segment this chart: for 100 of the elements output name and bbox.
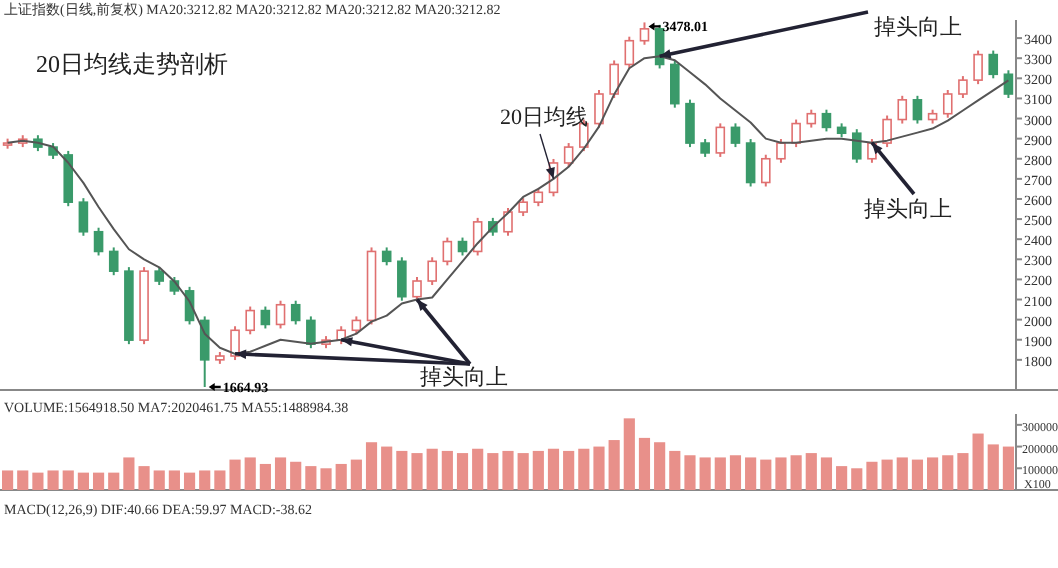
bar bbox=[426, 448, 438, 490]
bar bbox=[714, 457, 726, 490]
bar bbox=[820, 457, 833, 490]
candlestick bbox=[63, 149, 74, 208]
bar bbox=[229, 459, 241, 490]
bar bbox=[942, 455, 954, 490]
candlestick bbox=[1003, 69, 1014, 100]
candlestick bbox=[245, 305, 256, 336]
bar bbox=[745, 457, 757, 490]
candlestick bbox=[230, 325, 240, 362]
bar bbox=[305, 466, 317, 490]
bar bbox=[153, 470, 165, 490]
candlestick bbox=[260, 305, 271, 330]
candlestick bbox=[412, 275, 422, 302]
bar bbox=[487, 453, 499, 490]
candlestick bbox=[988, 49, 999, 80]
bar bbox=[699, 457, 711, 490]
bar bbox=[62, 470, 74, 490]
bar bbox=[214, 470, 226, 490]
bar bbox=[805, 453, 817, 490]
bar bbox=[881, 459, 893, 490]
annotation: 掉头向上 bbox=[420, 364, 508, 390]
bar bbox=[684, 455, 696, 490]
candlestick bbox=[639, 21, 650, 46]
candlestick bbox=[912, 94, 923, 125]
candlestick bbox=[897, 94, 908, 125]
candlestick bbox=[715, 122, 726, 158]
bar bbox=[290, 461, 302, 490]
candlestick bbox=[199, 315, 210, 388]
bar bbox=[608, 440, 620, 490]
bar bbox=[138, 466, 150, 490]
candlestick bbox=[958, 75, 968, 100]
bar bbox=[836, 466, 848, 490]
bar bbox=[259, 463, 271, 490]
bar bbox=[896, 457, 908, 490]
bar bbox=[987, 444, 999, 490]
bar bbox=[335, 463, 347, 490]
bar bbox=[199, 470, 211, 490]
candlestick bbox=[624, 35, 635, 70]
candlestick bbox=[563, 142, 574, 168]
candlestick bbox=[942, 88, 953, 119]
bar bbox=[669, 450, 681, 490]
bar bbox=[593, 446, 605, 490]
candlestick bbox=[594, 88, 604, 129]
candlestick bbox=[290, 299, 301, 326]
bar bbox=[168, 470, 180, 490]
bar bbox=[350, 459, 362, 490]
bar bbox=[532, 450, 544, 490]
annotation: 掉头向上 bbox=[874, 14, 962, 40]
bar bbox=[17, 470, 29, 490]
bar bbox=[441, 450, 453, 490]
bar bbox=[623, 418, 635, 490]
candlestick bbox=[776, 138, 786, 164]
bar bbox=[502, 450, 514, 490]
candlestick bbox=[275, 299, 286, 330]
candlestick bbox=[760, 153, 771, 188]
bar bbox=[729, 455, 742, 490]
bar bbox=[320, 468, 332, 490]
candlestick bbox=[882, 114, 892, 149]
candlestick bbox=[306, 315, 316, 350]
candlestick bbox=[745, 138, 756, 188]
bar bbox=[972, 433, 984, 490]
bar bbox=[365, 442, 378, 490]
bar bbox=[517, 453, 529, 490]
candlestick bbox=[973, 49, 983, 86]
candlestick bbox=[503, 207, 513, 237]
bar bbox=[866, 461, 878, 490]
candlestick bbox=[609, 59, 619, 100]
bar bbox=[274, 457, 287, 490]
bar bbox=[957, 453, 969, 490]
candlestick bbox=[851, 128, 862, 164]
bar bbox=[47, 470, 59, 490]
bar bbox=[472, 448, 484, 490]
candlestick bbox=[442, 236, 453, 267]
bar bbox=[851, 468, 863, 490]
candlestick bbox=[685, 98, 695, 149]
bar bbox=[244, 457, 256, 490]
bar bbox=[92, 472, 105, 490]
bar bbox=[2, 470, 14, 490]
bar bbox=[381, 446, 393, 490]
bar bbox=[547, 448, 560, 490]
annotation: 掉头向上 bbox=[864, 196, 952, 222]
text: 20日均线走势剖析 bbox=[36, 50, 228, 78]
annotation: 20日均线 bbox=[500, 104, 588, 130]
bar bbox=[32, 472, 44, 490]
bar bbox=[911, 459, 924, 490]
bar bbox=[1002, 446, 1014, 490]
candlestick bbox=[397, 256, 407, 302]
candlestick bbox=[821, 108, 832, 133]
bar bbox=[456, 453, 469, 490]
candlestick bbox=[78, 197, 89, 237]
bar bbox=[123, 457, 135, 490]
bar bbox=[927, 457, 939, 490]
bar bbox=[563, 450, 575, 490]
bar bbox=[638, 437, 651, 490]
bar bbox=[396, 450, 408, 490]
bar bbox=[775, 457, 787, 490]
bar bbox=[108, 472, 120, 490]
bar bbox=[654, 442, 666, 490]
candlestick bbox=[791, 118, 801, 149]
